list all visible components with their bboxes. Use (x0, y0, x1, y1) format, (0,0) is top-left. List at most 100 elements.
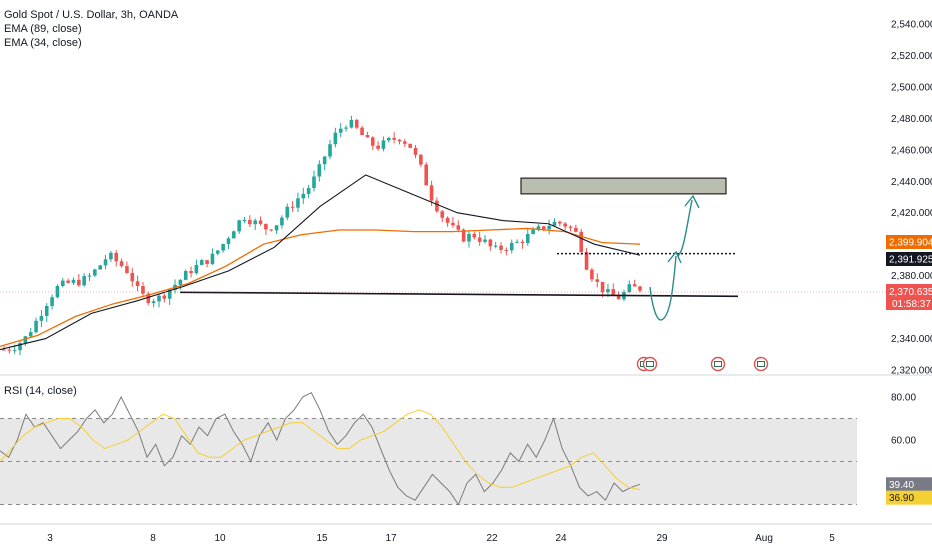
rsi-value-label-bg (886, 477, 932, 492)
resistance-zone (520, 177, 727, 195)
economic-event-icon (710, 356, 726, 372)
level-price-label: 2,391.925 (886, 252, 932, 266)
candle (440, 209, 445, 223)
time-axis-tick: 29 (656, 533, 668, 544)
candle-body (381, 140, 386, 149)
candle (574, 224, 578, 233)
candle (312, 170, 316, 192)
time-axis-tick: 10 (214, 533, 226, 544)
candle-body (98, 265, 103, 270)
candle-body (365, 135, 370, 138)
time-axis-tick: 17 (385, 533, 397, 544)
candle (130, 268, 135, 287)
candle-body (285, 206, 290, 218)
candle (632, 279, 637, 287)
candle (87, 273, 92, 281)
candle-body (210, 253, 215, 264)
support-line (179, 291, 739, 298)
candle-body (370, 137, 375, 146)
event-icon-ring (753, 356, 769, 372)
candle (167, 289, 172, 305)
candle-body (595, 279, 600, 282)
rsi-axis-tick: 80.00 (891, 393, 916, 404)
candle-body (28, 332, 33, 337)
candle (488, 238, 493, 251)
candle (547, 219, 551, 235)
price-axis-tick: 2,440.000 (891, 177, 932, 188)
arrowhead-icon (684, 194, 700, 209)
candle-body (39, 315, 44, 321)
economic-event-icon (753, 356, 769, 372)
candle-body (488, 239, 493, 247)
candle-body (269, 229, 274, 231)
candle-body (467, 233, 471, 242)
candle (178, 279, 183, 290)
rsi-axis-tick: 60.00 (891, 436, 916, 447)
time-axis-tick: 24 (555, 533, 567, 544)
candle (456, 220, 461, 233)
candle (413, 145, 418, 159)
candle-body (205, 260, 209, 264)
candle (509, 239, 514, 254)
rsi-ma-line (0, 409, 641, 491)
candle-body (183, 270, 188, 280)
candle-body (109, 252, 113, 260)
candle (34, 317, 38, 334)
candle-body (616, 295, 621, 300)
arrowhead-icon (667, 250, 682, 264)
candle (477, 231, 482, 246)
candle-body (18, 343, 22, 351)
candle (146, 291, 151, 306)
candle-body (114, 252, 119, 262)
candle-body (493, 245, 498, 247)
candle-body (515, 241, 519, 243)
candle-body (306, 188, 311, 194)
candle (157, 293, 161, 308)
candle (504, 247, 509, 256)
candle (210, 248, 215, 265)
candle-body (483, 239, 487, 242)
candle (328, 140, 332, 159)
candle (162, 293, 167, 303)
candle (408, 143, 412, 149)
candle (82, 273, 86, 287)
candle-body (322, 156, 327, 165)
price-axis-tick: 2,320.000 (891, 366, 932, 377)
candle-body (71, 279, 76, 283)
candle-body (477, 237, 482, 242)
candle (280, 215, 284, 229)
candle-body (611, 289, 616, 296)
candle (638, 285, 642, 293)
candle-body (221, 244, 225, 251)
forecast-path-down-up (649, 255, 677, 321)
time-axis-tick: Aug (755, 533, 773, 544)
candle (483, 235, 487, 244)
candle-body (520, 241, 525, 244)
countdown-text: 01:58:37 (892, 299, 931, 310)
candle-body (264, 223, 268, 230)
price-axis-tick: 2,380.000 (891, 271, 932, 282)
candle (531, 226, 535, 235)
candle (7, 346, 12, 354)
ema89-price-label-text: 2,399.904 (889, 238, 932, 249)
event-icon-ring (642, 356, 658, 372)
candle (520, 239, 525, 249)
candle (119, 258, 124, 268)
price-axis-tick: 2,420.000 (891, 208, 932, 219)
rsi-legend: RSI (14, close) (4, 384, 77, 398)
candle (248, 215, 252, 227)
candle-body (338, 128, 343, 133)
candle (584, 248, 589, 271)
candle (365, 131, 370, 138)
candle-body (344, 127, 348, 129)
price-axis-tick: 2,480.000 (891, 114, 932, 125)
time-axis-tick: 5 (829, 533, 835, 544)
candle (264, 223, 268, 235)
candle (183, 269, 188, 281)
candle (552, 218, 557, 227)
candle-body (237, 220, 241, 232)
candle-body (429, 185, 434, 201)
candle-body (499, 245, 503, 250)
candle-body (552, 221, 557, 226)
